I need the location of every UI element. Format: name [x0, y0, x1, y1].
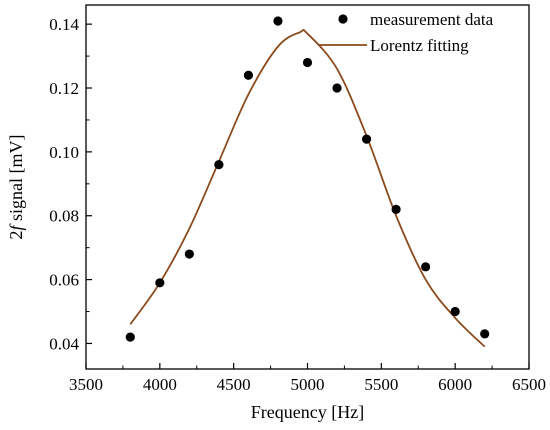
y-tick-label: 0.06 — [49, 271, 79, 290]
y-axis-label-suffix: signal [mV] — [6, 135, 26, 226]
data-point — [243, 70, 254, 80]
data-point — [421, 262, 431, 272]
x-tick-label: 3500 — [69, 375, 103, 394]
fit-curve-layer — [129, 28, 486, 348]
legend-label-fit: Lorentz fitting — [370, 36, 469, 55]
data-point — [273, 16, 283, 26]
y-tick-label: 0.10 — [49, 143, 79, 162]
data-point — [361, 134, 372, 144]
x-axis-ticks: 3500 4000 4500 5000 5500 6000 6500 — [69, 363, 546, 394]
y-axis-label-prefix: 2 — [6, 231, 26, 240]
y-tick-label: 0.12 — [49, 79, 79, 98]
x-axis-label: Frequency [Hz] — [251, 402, 364, 422]
data-point — [332, 83, 342, 93]
x-tick-label: 5500 — [364, 375, 398, 394]
y-tick-label: 0.04 — [49, 334, 79, 353]
data-point — [125, 332, 135, 342]
legend: measurement data Lorentz fitting — [318, 10, 494, 55]
x-tick-label: 6000 — [438, 375, 472, 394]
x-tick-label: 4000 — [143, 375, 177, 394]
data-point — [214, 160, 224, 170]
y-tick-label: 0.14 — [49, 15, 79, 34]
data-point — [155, 278, 165, 288]
data-point — [184, 249, 194, 259]
x-tick-label: 4500 — [217, 375, 251, 394]
data-points-layer — [125, 16, 490, 342]
data-point — [450, 306, 460, 317]
y-axis-ticks: 0.04 0.06 0.08 0.10 0.12 0.14 — [49, 15, 92, 353]
data-point — [302, 57, 313, 68]
y-axis-label-italic: f — [6, 223, 26, 231]
x-tick-label: 6500 — [512, 375, 546, 394]
lorentz-fit-curve — [129, 28, 486, 348]
x-tick-label: 5000 — [291, 375, 325, 394]
y-tick-label: 0.08 — [49, 207, 79, 226]
legend-label-measurement: measurement data — [370, 10, 494, 29]
y-axis-label: 2f signal [mV] — [6, 135, 26, 240]
data-point — [391, 204, 401, 214]
data-point — [480, 329, 490, 339]
legend-marker-measurement — [338, 14, 348, 24]
